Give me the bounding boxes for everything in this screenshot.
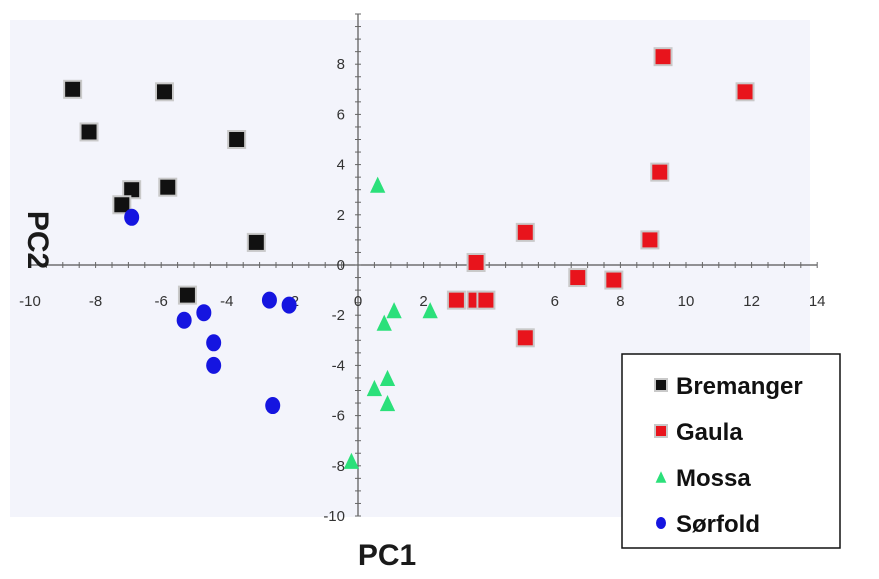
data-point-mossa	[376, 314, 392, 331]
data-point-sorfold	[196, 304, 212, 322]
y-tick-label: 8	[337, 56, 345, 73]
x-tick-label: 12	[743, 293, 760, 310]
data-point-mossa	[379, 394, 396, 412]
data-point-sorfold	[176, 311, 192, 329]
y-axis-title: PC2	[21, 211, 54, 269]
data-point-sorfold	[261, 291, 277, 309]
legend-label-sorfold: Sørfold	[676, 511, 760, 538]
data-point-mossa	[370, 176, 386, 193]
data-point-sorfold	[206, 356, 222, 374]
data-point-gaula	[466, 252, 486, 272]
x-tick-label: 0	[354, 293, 362, 310]
x-tick-label: -4	[220, 293, 233, 310]
y-tick-label: 2	[337, 207, 345, 224]
data-point-gaula	[640, 230, 660, 250]
data-point-bremanger	[158, 177, 178, 197]
data-point-gaula	[568, 268, 588, 288]
y-tick-label: -6	[332, 408, 345, 425]
data-point-mossa	[379, 369, 396, 387]
data-point-bremanger	[154, 82, 174, 102]
y-tick-label: 4	[337, 157, 345, 174]
data-point-mossa	[366, 379, 383, 397]
legend-label-mossa: Mossa	[676, 465, 751, 492]
data-point-gaula	[515, 328, 535, 348]
data-point-gaula	[446, 290, 466, 310]
legend-label-bremanger: Bremanger	[676, 373, 803, 400]
x-tick-label: 10	[678, 293, 695, 310]
x-tick-label: 2	[419, 293, 427, 310]
data-point-bremanger	[112, 195, 132, 215]
legend-marker-bremanger	[654, 378, 668, 392]
y-tick-label: -2	[332, 307, 345, 324]
data-point-gaula	[735, 82, 755, 102]
data-points	[63, 47, 755, 469]
data-point-bremanger	[63, 79, 83, 99]
data-point-gaula	[653, 47, 673, 67]
data-point-sorfold	[281, 296, 297, 314]
data-point-gaula	[604, 270, 624, 290]
data-point-mossa	[422, 302, 438, 319]
y-tick-label: 6	[337, 106, 345, 123]
y-tick-label: -4	[332, 357, 345, 374]
legend: Bremanger Gaula Mossa Sørfold	[621, 353, 841, 549]
y-tick-label: -8	[332, 458, 345, 475]
x-axis-title: PC1	[358, 539, 416, 572]
x-tick-label: 8	[616, 293, 624, 310]
y-tick-label: 0	[337, 257, 345, 274]
data-point-gaula	[515, 222, 535, 242]
legend-marker-gaula	[654, 424, 668, 438]
data-point-gaula	[476, 290, 496, 310]
data-point-sorfold	[206, 334, 222, 352]
data-point-bremanger	[246, 232, 266, 252]
data-point-mossa	[343, 452, 360, 469]
data-point-bremanger	[122, 180, 142, 200]
data-point-gaula	[650, 162, 670, 182]
data-point-bremanger	[177, 285, 197, 305]
x-tick-label: 14	[809, 293, 826, 310]
data-point-sorfold	[124, 208, 140, 226]
y-tick-label: -10	[323, 508, 345, 525]
legend-marker-mossa	[655, 471, 667, 483]
x-tick-label: -6	[155, 293, 168, 310]
x-tick-label: -8	[89, 293, 102, 310]
data-point-mossa	[386, 302, 402, 319]
data-point-sorfold	[265, 397, 281, 415]
data-point-bremanger	[227, 130, 247, 149]
data-point-bremanger	[79, 122, 99, 142]
legend-label-gaula: Gaula	[676, 419, 743, 446]
x-tick-label: -10	[19, 293, 41, 310]
legend-marker-sorfold	[656, 517, 666, 529]
x-tick-label: 6	[551, 293, 559, 310]
